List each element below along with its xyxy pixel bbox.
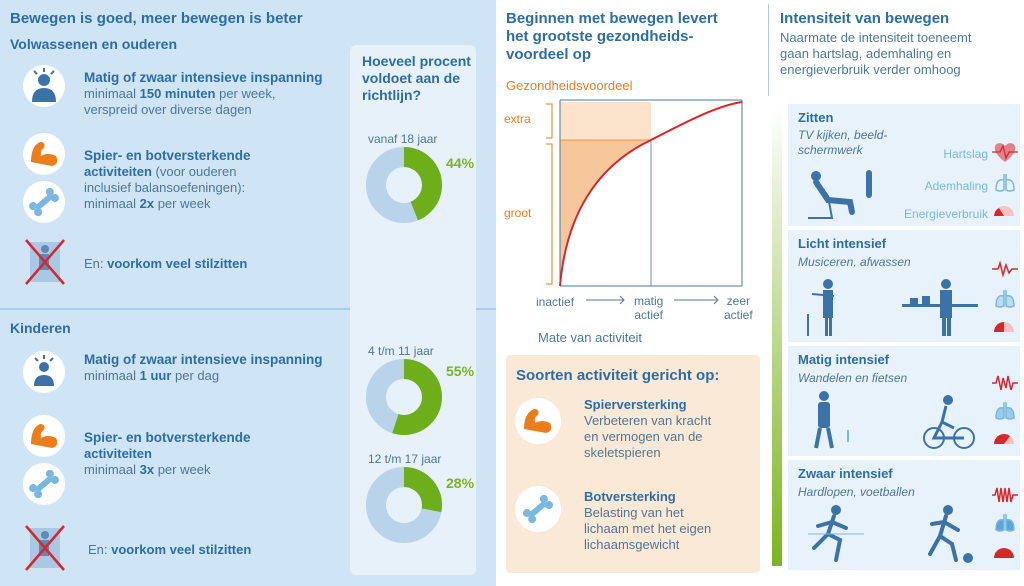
right-subtitle: Naarmate de intensiteit toeneemt gaan ha… bbox=[780, 30, 972, 77]
no-sitting-icon bbox=[25, 239, 65, 285]
donut-label: 4 t/m 11 jaar bbox=[368, 344, 434, 358]
muscle-icon bbox=[23, 415, 65, 457]
row-light: Licht intensief Musiceren, afwassen bbox=[788, 230, 1020, 342]
muscle-icon bbox=[515, 398, 561, 444]
person-effort-icon bbox=[23, 351, 65, 393]
right-title: Intensiteit van bewegen bbox=[780, 10, 950, 27]
benefit-curve-chart bbox=[546, 99, 743, 305]
no-sitting-icon bbox=[25, 525, 65, 571]
heart-rate-icon bbox=[992, 375, 1018, 391]
bone-icon bbox=[515, 486, 561, 532]
card-item-muscle: Spierversterking Verbeteren van kracht e… bbox=[584, 397, 712, 460]
band-label-extra: extra bbox=[504, 112, 531, 126]
x-tick-zeer: zeer actief bbox=[724, 294, 753, 322]
donut-segment bbox=[392, 359, 442, 435]
energy-gauge-icon bbox=[994, 434, 1014, 444]
kids-item1: Matig of zwaar intensieve inspanning min… bbox=[84, 352, 323, 383]
donut-label: vanaf 18 jaar bbox=[368, 132, 438, 146]
adults-item2: Spier- en botversterkende activiteiten (… bbox=[84, 148, 251, 211]
chart-xlabel: Mate van activiteit bbox=[538, 330, 643, 345]
heart-rate-icon bbox=[992, 260, 1018, 278]
intensity-bar bbox=[772, 106, 782, 566]
left-panel: Bewegen is goed, meer bewegen is beter V… bbox=[0, 0, 496, 586]
lungs-icon bbox=[995, 290, 1015, 308]
middle-title: Beginnen met bewegen levert het grootste… bbox=[506, 10, 718, 63]
lungs-icon bbox=[995, 514, 1015, 532]
heart-rate-icon bbox=[992, 143, 1018, 162]
muscle-icon bbox=[23, 133, 65, 175]
section-divider bbox=[0, 308, 496, 310]
card-title: Soorten activiteit gericht op: bbox=[516, 367, 720, 384]
kids-item3: En: voorkom veel stilzitten bbox=[88, 542, 252, 557]
energy-gauge-icon bbox=[994, 548, 1014, 558]
adults-item1: Matig of zwaar intensieve inspanning min… bbox=[84, 70, 323, 117]
kids-item2: Spier- en botversterkende activiteiten m… bbox=[84, 430, 251, 477]
row-vigorous: Zwaar intensief Hardlopen, voetballen bbox=[788, 460, 1020, 570]
donut-chart-12-17 bbox=[366, 467, 442, 543]
donut-chart-4-11 bbox=[366, 359, 442, 435]
run-and-football-icon bbox=[808, 505, 973, 563]
row-sitting: Zitten TV kijken, beeld-schermwerk Harts… bbox=[788, 104, 1020, 226]
walk-and-bike-icon bbox=[814, 391, 975, 449]
energy-gauge-icon bbox=[994, 322, 1014, 332]
donut-chart-adults bbox=[366, 147, 442, 223]
donut-value: 44% bbox=[446, 155, 475, 171]
right-divider bbox=[768, 4, 769, 96]
activity-types-card: Soorten activiteit gericht op: Spiervers… bbox=[506, 355, 760, 573]
donut-value: 28% bbox=[446, 475, 475, 491]
person-sitting-icon bbox=[808, 170, 872, 219]
left-title: Bewegen is goed, meer bewegen is beter bbox=[10, 10, 303, 27]
right-panel: Intensiteit van bewegen Naarmate de inte… bbox=[768, 0, 1024, 586]
percent-title: Hoeveel procent voldoet aan de richtlijn… bbox=[362, 53, 471, 103]
x-tick-matig: matig actief bbox=[634, 294, 664, 322]
person-effort-icon bbox=[23, 65, 65, 107]
donut-segment bbox=[404, 467, 442, 513]
music-and-dishes-icon bbox=[807, 279, 978, 336]
adults-heading: Volwassenen en ouderen bbox=[10, 36, 178, 52]
percent-panel: Hoeveel procent voldoet aan de richtlijn… bbox=[350, 45, 476, 575]
band-bracket-groot bbox=[546, 143, 553, 285]
band-label-groot: groot bbox=[504, 206, 532, 220]
donut-segment bbox=[404, 147, 442, 221]
donut-value: 55% bbox=[446, 363, 475, 379]
bone-icon bbox=[23, 181, 65, 223]
chart-area-extra bbox=[560, 102, 651, 140]
bone-icon bbox=[23, 463, 65, 505]
adults-item3: En: voorkom veel stilzitten bbox=[84, 256, 248, 271]
lungs-icon bbox=[995, 402, 1015, 420]
energy-gauge-icon bbox=[994, 206, 1014, 216]
lungs-icon bbox=[995, 174, 1015, 192]
row-moderate: Matig intensief Wandelen en fietsen bbox=[788, 346, 1020, 456]
x-arrow-2 bbox=[674, 295, 719, 305]
band-bracket-extra bbox=[546, 103, 553, 139]
card-item-bone: Botversterking Belasting van het lichaam… bbox=[584, 489, 712, 552]
x-arrow-1 bbox=[586, 295, 625, 305]
heart-rate-icon bbox=[992, 487, 1018, 503]
x-tick-inactief: inactief bbox=[536, 295, 575, 309]
chart-ylabel: Gezondheidsvoordeel bbox=[506, 78, 633, 93]
donut-label: 12 t/m 17 jaar bbox=[368, 452, 442, 466]
chart-curve bbox=[559, 101, 743, 287]
kids-heading: Kinderen bbox=[10, 320, 71, 336]
chart-area-groot bbox=[560, 140, 651, 286]
